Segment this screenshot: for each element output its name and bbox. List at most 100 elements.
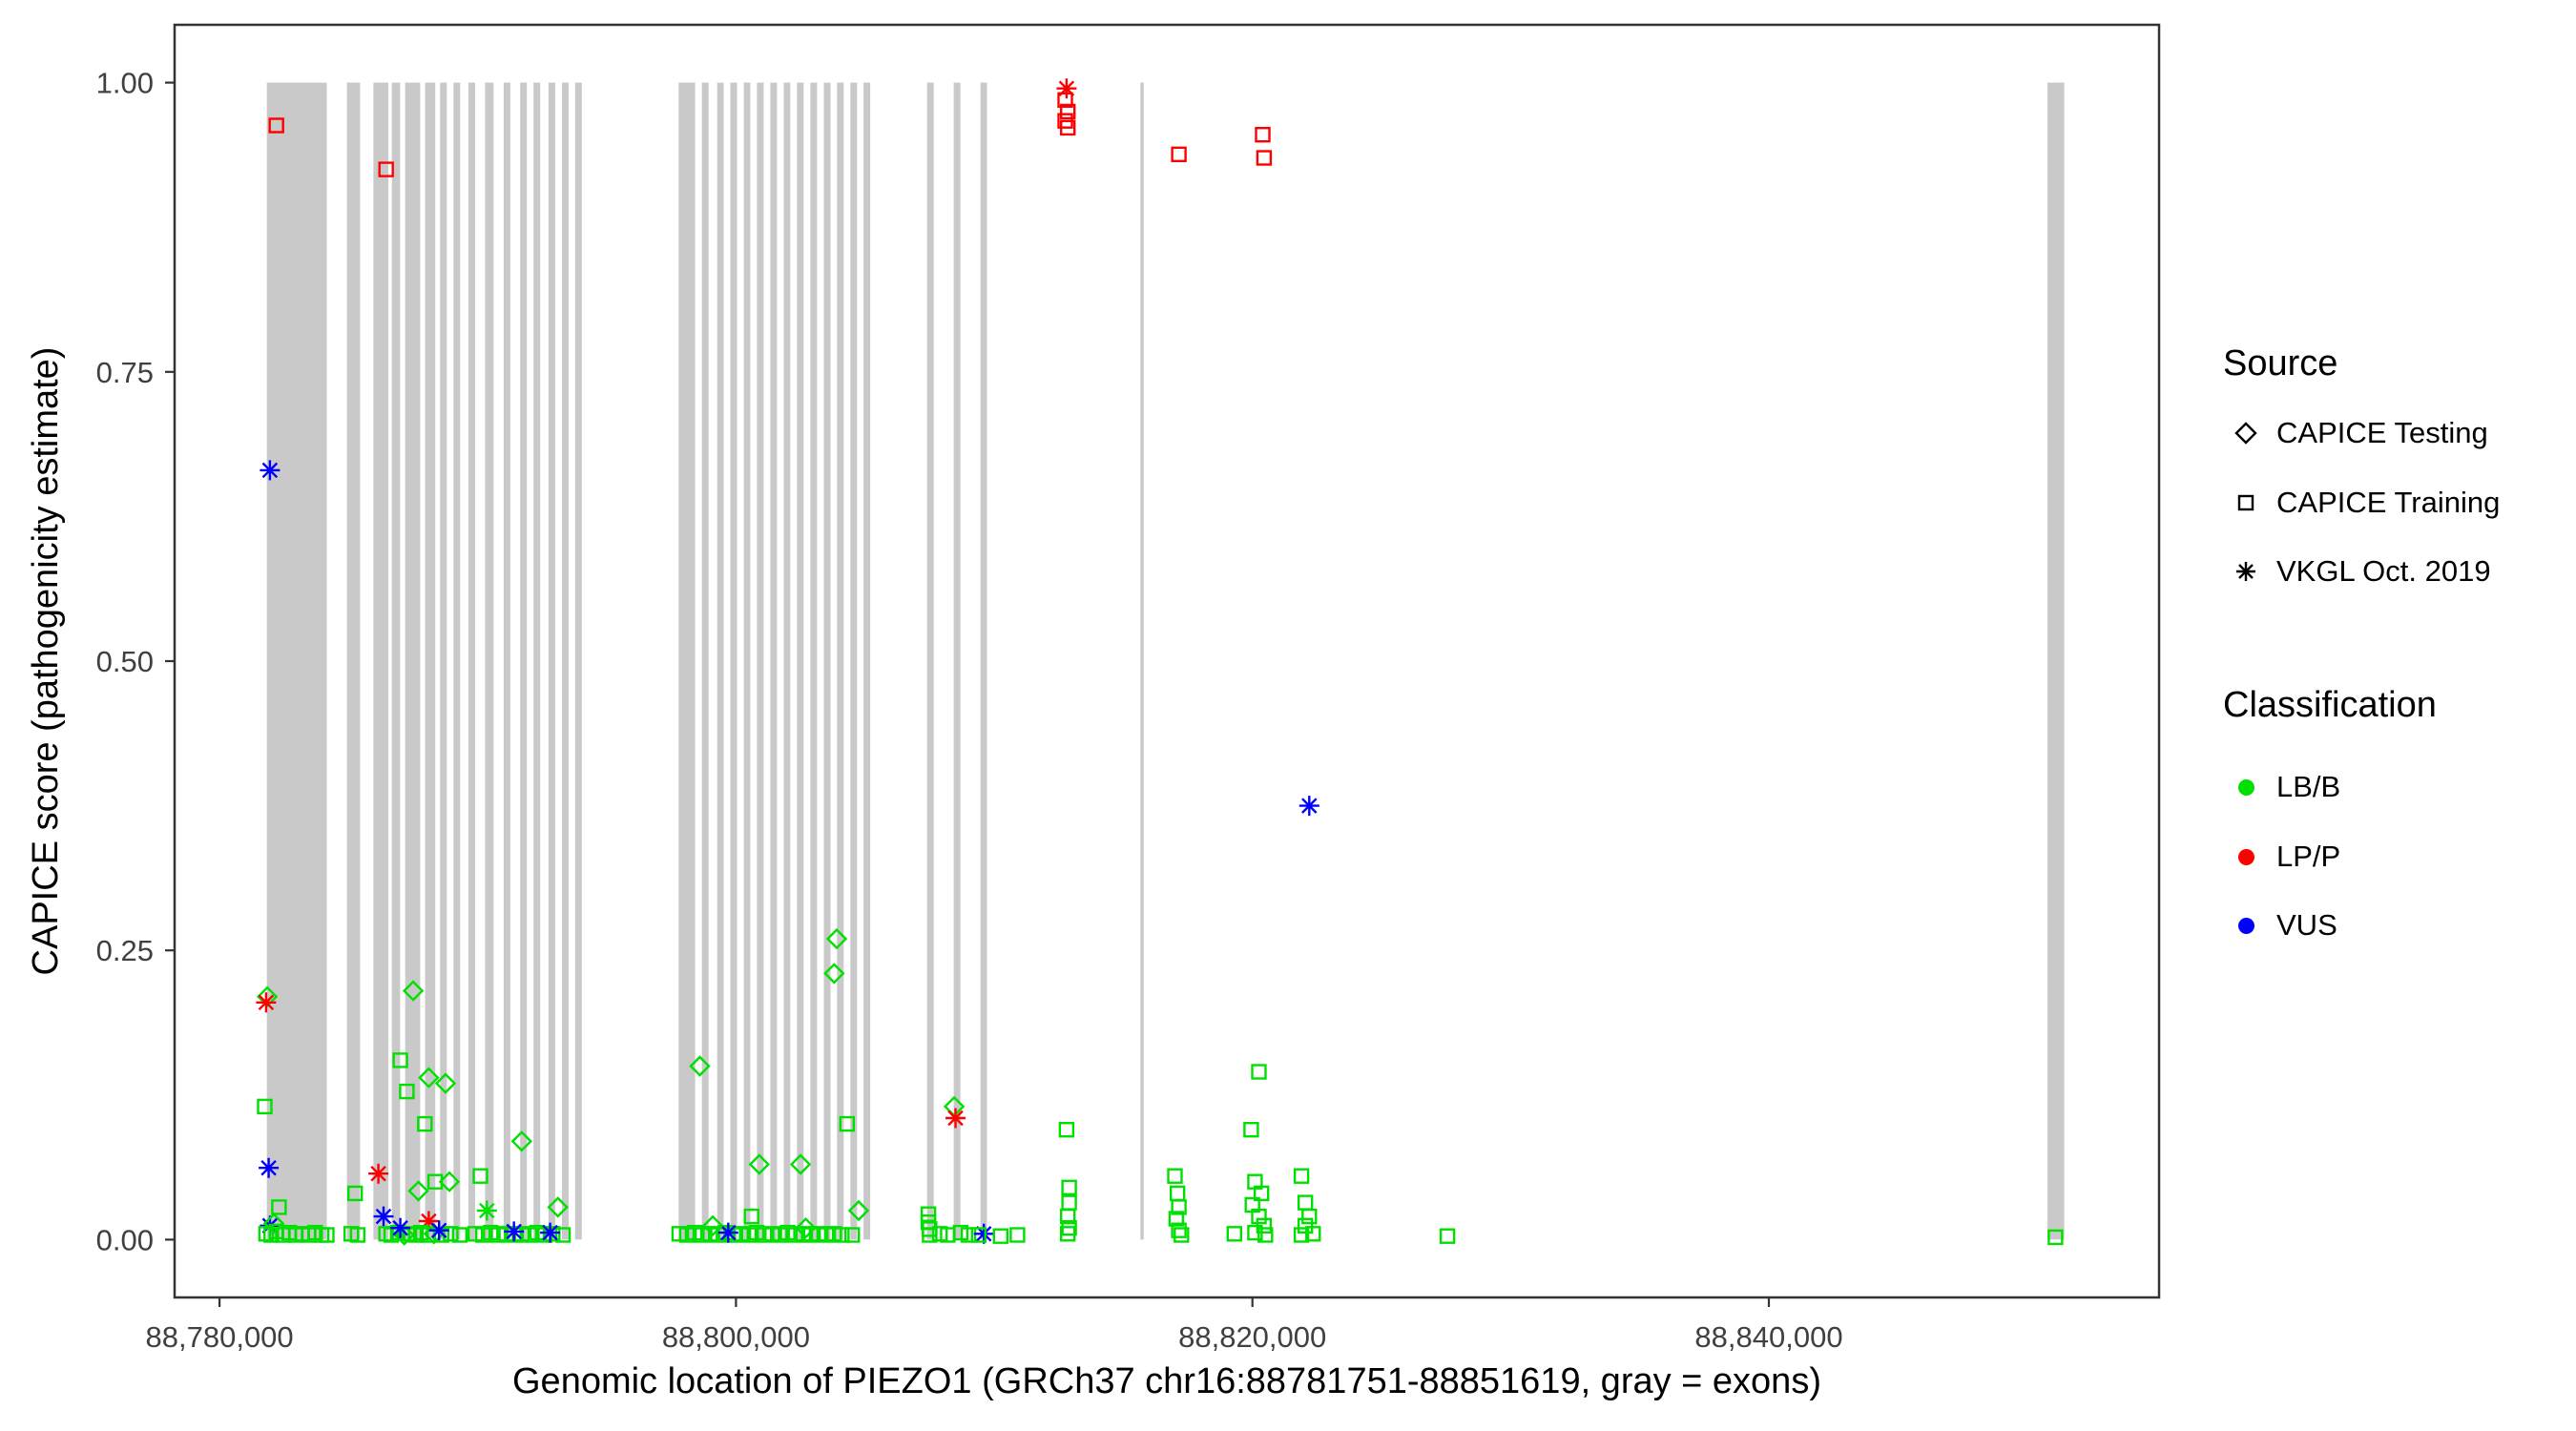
exon-bar bbox=[757, 82, 764, 1240]
data-point-square bbox=[1293, 1168, 1310, 1184]
exon-bar bbox=[926, 82, 934, 1240]
data-point-square bbox=[2047, 1229, 2064, 1246]
data-point-square bbox=[545, 1226, 561, 1242]
square-icon bbox=[2227, 484, 2265, 522]
exon-bar bbox=[425, 82, 436, 1240]
legend-item-capice-testing: CAPICE Testing bbox=[2227, 412, 2488, 454]
data-point-square bbox=[1174, 1227, 1190, 1243]
data-point-square bbox=[347, 1185, 364, 1202]
data-point-square bbox=[695, 1227, 711, 1243]
exon-bar bbox=[717, 82, 724, 1240]
asterisk-icon bbox=[2227, 552, 2265, 591]
data-point-square bbox=[472, 1168, 488, 1184]
data-point-asterisk bbox=[259, 1157, 280, 1178]
data-point-diamond bbox=[262, 1213, 285, 1234]
data-point-square bbox=[1061, 1179, 1077, 1196]
legend-item-vus: VUS bbox=[2227, 904, 2337, 946]
exon-bar bbox=[837, 82, 844, 1240]
x-axis-tick-label: 88,820,000 bbox=[1178, 1320, 1326, 1354]
data-point-diamond bbox=[748, 1153, 770, 1175]
data-point-square bbox=[1251, 1064, 1267, 1080]
data-point-square bbox=[1256, 150, 1273, 166]
exon-bar bbox=[953, 82, 961, 1240]
data-point-diamond bbox=[393, 1224, 415, 1246]
data-point-asterisk bbox=[428, 1220, 449, 1241]
data-point-square bbox=[1169, 1185, 1186, 1202]
data-point-square bbox=[1059, 103, 1076, 120]
data-point-square bbox=[417, 1115, 433, 1132]
lbb-dot-icon bbox=[2227, 768, 2265, 806]
data-point-diamond bbox=[701, 1214, 724, 1236]
data-point-asterisk bbox=[540, 1222, 561, 1243]
data-point-square bbox=[1009, 1227, 1026, 1243]
data-point-asterisk bbox=[945, 1108, 966, 1129]
legend-item-label: LP/P bbox=[2276, 840, 2341, 873]
data-point-asterisk bbox=[368, 1163, 389, 1184]
exon-bar bbox=[823, 82, 831, 1240]
data-point-asterisk bbox=[256, 992, 277, 1013]
data-point-diamond bbox=[407, 1180, 429, 1202]
exon-bar bbox=[548, 82, 555, 1240]
exon-bar bbox=[440, 82, 447, 1240]
exon-bar bbox=[520, 82, 528, 1240]
data-point-square bbox=[922, 1227, 938, 1243]
data-point-square bbox=[1171, 1222, 1187, 1238]
data-point-square bbox=[407, 1227, 424, 1243]
exon-bar bbox=[678, 82, 696, 1240]
data-point-square bbox=[1253, 1185, 1270, 1202]
data-point-square bbox=[349, 1227, 366, 1243]
exon-bar bbox=[574, 82, 582, 1240]
data-point-square bbox=[1251, 1208, 1267, 1225]
data-point-square bbox=[319, 1227, 335, 1243]
exon-bar bbox=[468, 82, 475, 1240]
data-point-square bbox=[1059, 119, 1076, 136]
data-point-square bbox=[844, 1227, 861, 1243]
data-point-diamond bbox=[795, 1217, 817, 1239]
y-axis-tick-label: 0.25 bbox=[96, 934, 154, 967]
legend-classification-title: Classification bbox=[2223, 685, 2437, 725]
data-point-diamond bbox=[402, 980, 425, 1002]
data-point-square bbox=[1167, 1168, 1183, 1184]
data-point-square bbox=[1255, 126, 1271, 143]
data-point-square bbox=[1439, 1228, 1456, 1244]
legend-item-label: CAPICE Training bbox=[2276, 486, 2501, 519]
data-point-square bbox=[1247, 1224, 1263, 1241]
data-point-square bbox=[392, 1052, 408, 1068]
data-point-square bbox=[451, 1227, 467, 1243]
exon-bar bbox=[1140, 82, 1144, 1240]
data-point-asterisk bbox=[418, 1211, 439, 1232]
data-point-asterisk bbox=[260, 460, 280, 481]
legend-source-title: Source bbox=[2223, 343, 2338, 384]
data-point-square bbox=[1171, 1199, 1187, 1215]
data-point-square bbox=[733, 1226, 749, 1242]
data-point-square bbox=[1297, 1194, 1314, 1211]
data-point-asterisk bbox=[373, 1206, 394, 1227]
exon-bar bbox=[503, 82, 510, 1240]
legend-item-capice-training: CAPICE Training bbox=[2227, 482, 2500, 524]
data-point-square bbox=[1059, 1208, 1076, 1225]
x-axis-tick-label: 88,800,000 bbox=[662, 1320, 810, 1354]
exon-bar bbox=[373, 82, 389, 1240]
data-point-square bbox=[1226, 1226, 1243, 1242]
data-point-square bbox=[1257, 1227, 1274, 1243]
x-axis-title: Genomic location of PIEZO1 (GRCh37 chr16… bbox=[512, 1361, 1821, 1401]
data-point-square bbox=[1305, 1226, 1321, 1242]
data-point-diamond bbox=[257, 985, 279, 1007]
y-axis-title: CAPICE score (pathogenicity estimate) bbox=[26, 346, 66, 976]
data-point-square bbox=[1301, 1208, 1318, 1225]
y-axis-tick-label: 0.75 bbox=[96, 356, 154, 389]
data-point-square bbox=[1293, 1227, 1310, 1243]
x-axis-tick-label: 88,780,000 bbox=[146, 1320, 294, 1354]
legend-item-label: CAPICE Testing bbox=[2276, 416, 2488, 449]
y-axis-tick-label: 0.50 bbox=[96, 645, 154, 678]
data-point-square bbox=[743, 1208, 759, 1225]
data-point-square bbox=[257, 1098, 273, 1115]
data-point-diamond bbox=[689, 1055, 711, 1077]
data-point-asterisk bbox=[1298, 796, 1319, 817]
exon-bar bbox=[863, 82, 871, 1240]
data-point-square bbox=[1243, 1121, 1259, 1138]
exon-bar bbox=[2047, 82, 2065, 1240]
data-point-square bbox=[920, 1206, 937, 1222]
data-point-asterisk bbox=[717, 1222, 738, 1243]
data-point-diamond bbox=[825, 927, 848, 950]
